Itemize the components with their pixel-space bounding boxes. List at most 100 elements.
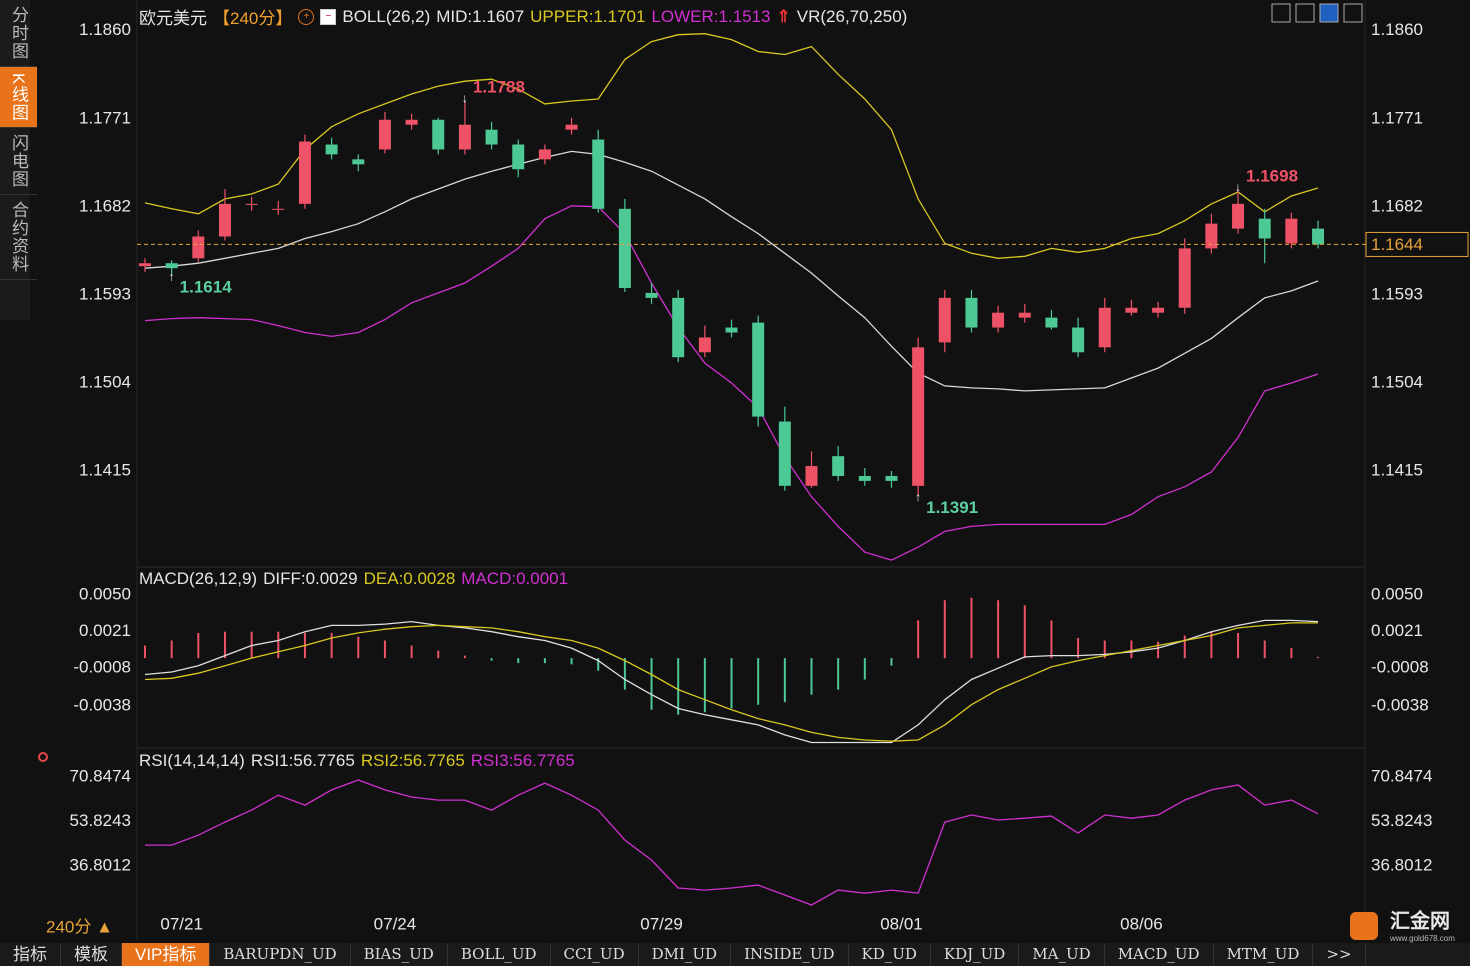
tab[interactable]: BARUPDN_UD xyxy=(210,943,351,966)
candle-body xyxy=(165,263,178,269)
y-tick-label: -0.0008 xyxy=(73,658,131,677)
bottom-tabs: 指标 模板 VIP指标 BARUPDN_UD BIAS_UD BOLL_UD CCI_UD D… xyxy=(0,943,1470,966)
tab[interactable]: VIP指标 xyxy=(122,943,211,966)
rsi-icon xyxy=(38,752,48,762)
candle-body xyxy=(992,312,1005,328)
tab[interactable]: MA_UD xyxy=(1019,943,1105,966)
candle-body xyxy=(1045,317,1058,328)
y-tick-label: -0.0008 xyxy=(1371,658,1429,677)
y-tick-label: 1.1504 xyxy=(1371,372,1423,391)
header-item: MACD(26,12,9) xyxy=(139,569,258,588)
tool-button[interactable] xyxy=(1319,3,1339,23)
add-icon[interactable]: + xyxy=(298,8,315,25)
tab[interactable]: INSIDE_UD xyxy=(731,943,849,966)
y-tick-label: 0.0021 xyxy=(79,621,131,640)
candle-body xyxy=(1178,248,1191,308)
header-item: MACD:0.0001 xyxy=(461,569,569,588)
header-item: 【240分】 xyxy=(213,9,293,28)
candle-body xyxy=(885,475,898,481)
y-tick-label: 1.1415 xyxy=(1371,460,1423,479)
extreme-label: 1.1698 xyxy=(1246,166,1298,185)
candle-body xyxy=(912,347,925,486)
header-item: 欧元美元 xyxy=(139,9,207,28)
candle-body xyxy=(1018,312,1031,318)
candle-body xyxy=(565,124,578,130)
candle-body xyxy=(218,203,231,237)
candle-body xyxy=(1312,228,1325,245)
candle-body xyxy=(1125,307,1138,313)
tool-button[interactable] xyxy=(1343,3,1363,23)
x-tick-label: 08/01 xyxy=(880,914,923,933)
header-item: RSI3:56.7765 xyxy=(470,751,575,770)
y-tick-label: 36.8012 xyxy=(70,855,131,874)
side-tab[interactable]: 闪电图 xyxy=(0,128,37,196)
y-tick-label: 1.1860 xyxy=(1371,20,1423,39)
y-tick-label: 1.1682 xyxy=(1371,196,1423,215)
extreme-marker: ↑ xyxy=(915,490,921,504)
tab[interactable]: 指标 xyxy=(0,943,61,966)
tab[interactable]: BOLL_UD xyxy=(448,943,551,966)
candle-body xyxy=(672,297,685,358)
candle-body xyxy=(272,208,285,210)
x-tick-label: 07/29 xyxy=(640,914,683,933)
header-item: LOWER:1.1513 xyxy=(651,6,771,26)
y-tick-label: 53.8243 xyxy=(70,811,131,830)
y-tick-label: 1.1771 xyxy=(1371,108,1423,127)
toolbar xyxy=(1271,3,1363,23)
logo-name: 汇金网 xyxy=(1390,908,1450,932)
line xyxy=(144,33,1319,259)
tab[interactable]: >> xyxy=(1313,943,1366,966)
tab[interactable]: MTM_UD xyxy=(1214,943,1314,966)
candle-body xyxy=(965,297,978,328)
header-item: RSI1:56.7765 xyxy=(250,751,355,770)
candle-body xyxy=(1232,203,1245,229)
y-tick-label: 0.0050 xyxy=(1371,585,1423,604)
tool-button[interactable] xyxy=(1271,3,1291,23)
tab[interactable]: KD_UD xyxy=(849,943,931,966)
candle-body xyxy=(1072,327,1085,353)
extreme-marker: ↓ xyxy=(1235,180,1241,194)
line xyxy=(144,205,1319,561)
candle-body xyxy=(485,129,498,145)
candle-body xyxy=(725,327,738,333)
side-tab[interactable]: 合约资料 xyxy=(0,195,37,281)
tab[interactable]: BIAS_UD xyxy=(351,943,448,966)
tool-button[interactable] xyxy=(1295,3,1315,23)
y-tick-label: 0.0021 xyxy=(1371,621,1423,640)
header-item: BOLL(26,2) xyxy=(342,6,431,26)
candle-body xyxy=(698,337,711,353)
y-tick-label: -0.0038 xyxy=(73,695,131,714)
extreme-label: 1.1614 xyxy=(180,278,233,297)
x-tick-label: 07/21 xyxy=(160,914,203,933)
candle-body xyxy=(645,292,658,298)
main-header: 欧元美元 【240分】 + ~ BOLL(26,2) MID:1.1607 UP… xyxy=(139,4,907,29)
candle-body xyxy=(325,144,338,155)
candle-body xyxy=(298,141,311,204)
extreme-marker: ↓ xyxy=(462,91,468,105)
last-price-label: 1.1644 xyxy=(1371,235,1423,254)
candle-body xyxy=(858,475,871,481)
candle-body xyxy=(805,466,818,486)
last-price-box xyxy=(1365,231,1469,257)
candle-body xyxy=(352,159,365,165)
side-tab[interactable]: 分时图 xyxy=(0,0,37,67)
side-tab[interactable]: K线图 xyxy=(0,67,37,129)
tab[interactable]: 模板 xyxy=(61,943,122,966)
candle-body xyxy=(1152,307,1165,313)
tab[interactable]: MACD_UD xyxy=(1105,943,1214,966)
x-tick-label: 08/06 xyxy=(1120,914,1163,933)
header-item: MID:1.1607 xyxy=(436,6,525,26)
tab[interactable]: KDJ_UD xyxy=(931,943,1020,966)
line xyxy=(145,779,1319,906)
header-item: RSI2:56.7765 xyxy=(360,751,465,770)
y-tick-label: 1.1771 xyxy=(79,108,131,127)
candle-body xyxy=(1098,307,1111,348)
y-tick-label: 36.8012 xyxy=(1371,855,1432,874)
header-item: VR(26,70,250) xyxy=(796,6,908,26)
y-tick-label: 70.8474 xyxy=(70,766,131,785)
tab[interactable]: CCI_UD xyxy=(551,943,639,966)
y-tick-label: 0.0050 xyxy=(79,585,131,604)
tab[interactable]: DMI_UD xyxy=(639,943,732,966)
extreme-label: 1.1788 xyxy=(473,77,525,96)
